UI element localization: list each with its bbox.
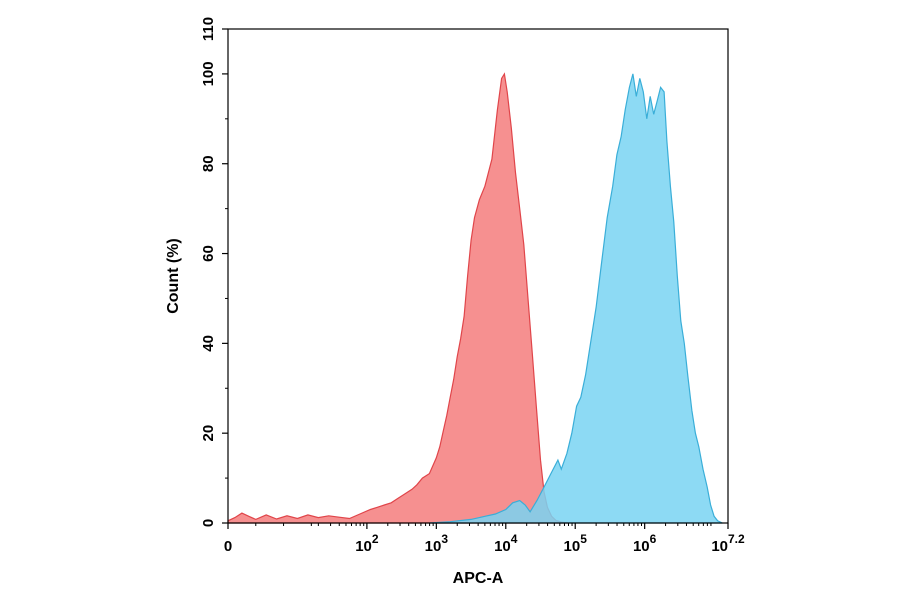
x-axis: 0 102 103 104 105 106 107.2 bbox=[224, 523, 745, 555]
x-tick-label: 103 bbox=[425, 532, 449, 555]
y-tick-label: 40 bbox=[200, 335, 217, 352]
series-2-area bbox=[429, 73, 723, 524]
x-tick-label: 107.2 bbox=[711, 532, 745, 555]
x-tick-label: 104 bbox=[494, 532, 518, 555]
y-axis: 0 20 40 60 80 100 110 bbox=[200, 17, 228, 527]
y-tick-label: 20 bbox=[200, 425, 217, 442]
series-1-area bbox=[227, 72, 569, 524]
x-tick-label: 0 bbox=[224, 538, 232, 555]
y-tick-label: 80 bbox=[200, 155, 217, 172]
x-tick-label: 102 bbox=[355, 532, 379, 555]
x-tick-label: 106 bbox=[633, 532, 657, 555]
y-tick-label: 60 bbox=[200, 245, 217, 262]
y-axis-title: Count (%) bbox=[165, 238, 182, 314]
y-tick-label: 0 bbox=[200, 519, 217, 527]
series-layer bbox=[227, 72, 723, 524]
x-axis-title: APC-A bbox=[453, 570, 504, 587]
x-tick-label: 105 bbox=[564, 532, 588, 555]
y-tick-label: 100 bbox=[200, 61, 217, 86]
y-tick-label: 110 bbox=[200, 17, 217, 41]
